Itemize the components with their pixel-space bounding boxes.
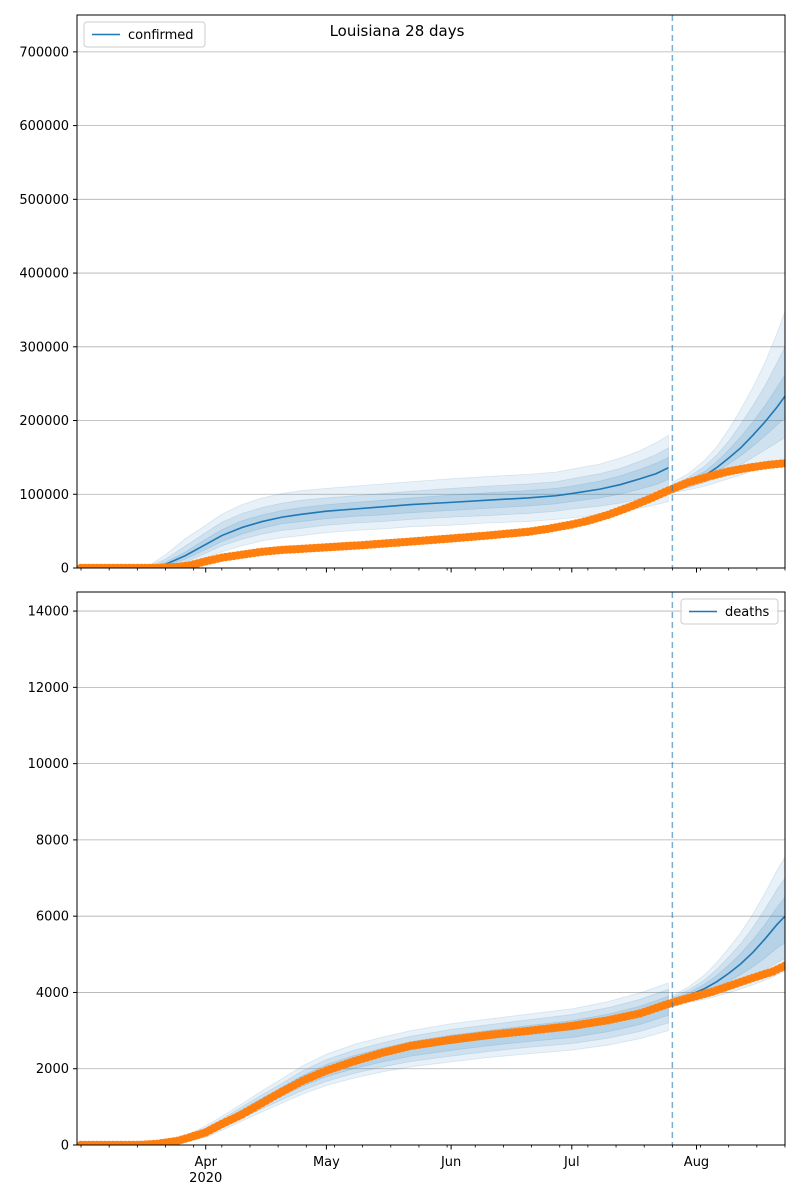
- legend-label: confirmed: [128, 28, 194, 43]
- observed-point: [780, 459, 785, 468]
- x-tick-label: Jun: [440, 1155, 461, 1170]
- axes-frame: [76, 591, 786, 1146]
- y-tick-label: 12000: [28, 681, 69, 696]
- y-tick-label: 2000: [36, 1062, 69, 1077]
- plot-area: [77, 856, 785, 1145]
- y-tick-label: 0: [61, 562, 69, 577]
- plot-area: [77, 311, 785, 568]
- legend-label: deaths: [725, 605, 770, 620]
- x-tick-label: May: [313, 1155, 340, 1170]
- forecast-outer-band: [671, 856, 785, 1006]
- x-tick-label: Apr: [194, 1155, 217, 1170]
- y-tick-label: 300000: [19, 340, 69, 355]
- x-tick-label: Jul: [563, 1155, 580, 1170]
- x-year-label: 2020: [189, 1171, 222, 1186]
- axes-frame: [76, 14, 786, 569]
- y-tick-label: 6000: [36, 910, 69, 925]
- legend: deaths: [680, 598, 779, 625]
- fit-median-line: [81, 467, 669, 568]
- legend-box: [680, 598, 779, 625]
- y-tick-label: 14000: [28, 605, 69, 620]
- legend: confirmed: [83, 21, 206, 48]
- legend-box: [83, 21, 206, 48]
- y-tick-label: 600000: [19, 119, 69, 134]
- forecast-outer-band: [671, 311, 785, 494]
- y-tick-label: 8000: [36, 833, 69, 848]
- observed-point: [780, 961, 785, 970]
- y-tick-label: 500000: [19, 193, 69, 208]
- x-tick-label: Aug: [684, 1155, 709, 1170]
- y-tick-label: 100000: [19, 488, 69, 503]
- y-tick-label: 4000: [36, 986, 69, 1001]
- y-tick-label: 700000: [19, 45, 69, 60]
- y-tick-label: 400000: [19, 267, 69, 282]
- chart-title: Louisiana 28 days: [330, 22, 465, 40]
- y-tick-label: 0: [61, 1139, 69, 1154]
- y-tick-label: 200000: [19, 414, 69, 429]
- fit-mid-band: [81, 988, 669, 1145]
- confirmed-panel: 0 100000 200000 300000 400000 500000 600000 700…: [19, 14, 786, 577]
- y-tick-label: 10000: [28, 757, 69, 772]
